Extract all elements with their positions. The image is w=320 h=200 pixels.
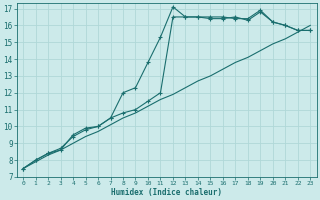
X-axis label: Humidex (Indice chaleur): Humidex (Indice chaleur)	[111, 188, 222, 197]
